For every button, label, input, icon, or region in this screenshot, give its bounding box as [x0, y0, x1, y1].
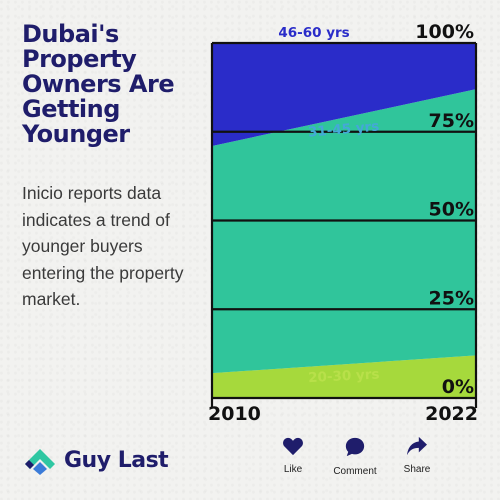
comment-button[interactable]: Comment	[324, 436, 386, 477]
band-31-45-yrs-area	[212, 89, 476, 374]
y-tick-label: 50%	[429, 199, 474, 221]
description-text: Inicio reports data indicates a trend of…	[22, 183, 184, 309]
like-label: Like	[283, 464, 303, 475]
y-tick-label: 25%	[429, 287, 474, 309]
share-arrow-icon	[407, 436, 427, 456]
y-tick-label: 100%	[415, 21, 474, 43]
band-20-30-yrs-label: 20-30 yrs	[308, 366, 380, 386]
share-label: Share	[403, 464, 431, 475]
comment-label: Comment	[333, 466, 377, 477]
comment-bubble-icon	[345, 437, 365, 457]
heart-icon	[283, 437, 303, 456]
y-tick-label: 0%	[442, 376, 474, 398]
stacked-area-chart: 0% 25% 50% 75% 100% 2010 2022 20-30 yrs 31-45 yr…	[208, 21, 478, 425]
x-tick-label: 2022	[425, 403, 478, 425]
brand: Guy Last	[22, 445, 169, 475]
brand-name: Guy Last	[64, 447, 169, 473]
band-46-60-yrs-label: 46-60 yrs	[278, 25, 349, 41]
page-title: Dubai's Property Owners Are Getting Youn…	[22, 20, 175, 148]
guylast-logo-icon	[25, 449, 55, 475]
social-actions: Like Comment Share	[262, 436, 448, 477]
y-tick-label: 75%	[429, 110, 474, 132]
chart-svg: 0% 25% 50% 75% 100% 2010 2022 20-30 yrs 31-45 yr…	[208, 21, 478, 425]
band-46-60-yrs-area	[212, 43, 476, 146]
band-31-45-yrs-label: 31-45 yrs	[307, 118, 379, 140]
x-tick-label: 2010	[208, 403, 261, 425]
like-button[interactable]: Like	[262, 436, 324, 477]
share-button[interactable]: Share	[386, 436, 448, 477]
band-20-30-yrs-area	[212, 355, 476, 398]
